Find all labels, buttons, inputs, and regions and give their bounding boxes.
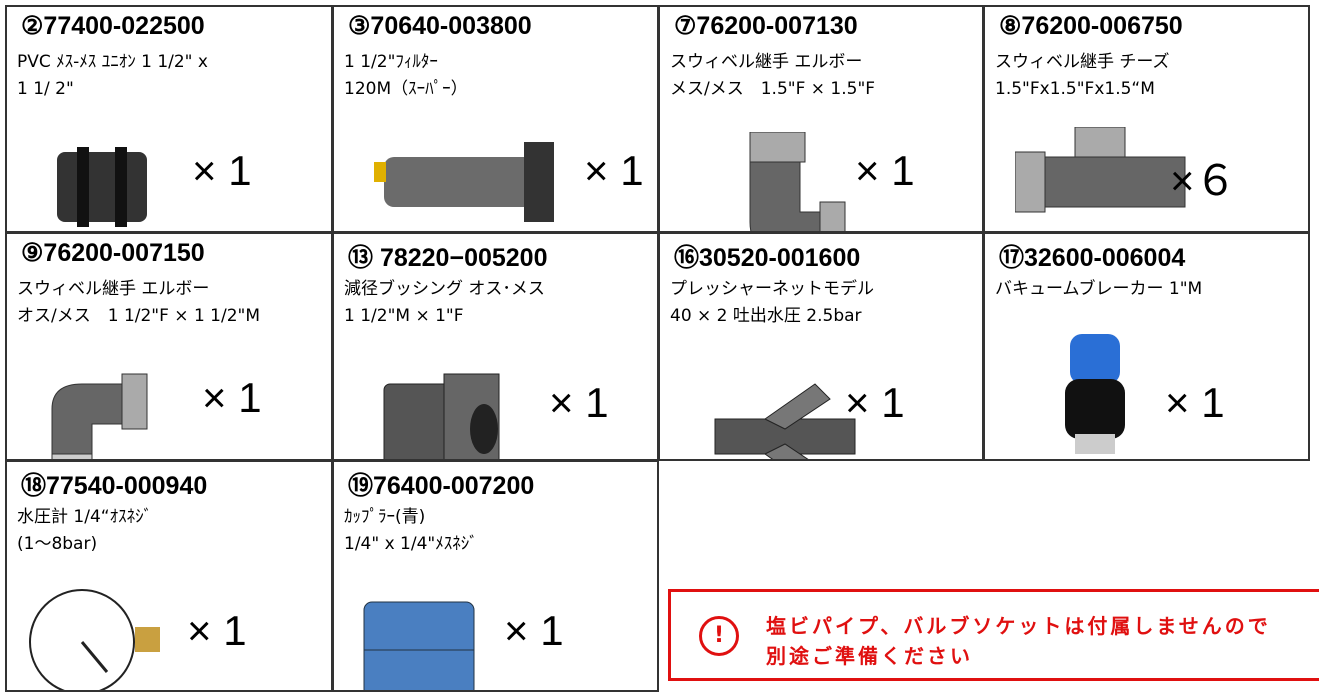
part-description: バキュームブレーカー 1"M [995, 276, 1202, 303]
notice: ! 塩ビパイプ、バルブソケットは付属しませんので 別途ご準備ください [668, 589, 1319, 681]
part-image [374, 142, 554, 222]
description-line: 1 1/2"ﾌｨﾙﾀｰ [344, 52, 438, 72]
item-card: ⑨76200-007150 スウィベル継手 エルボーオス/メス 1 1/2"F ×… [5, 232, 333, 461]
item-card: ⑱77540-000940 水圧計 1/4“ｵｽﾈｼﾞ (1～8bar) × 1 [5, 460, 333, 692]
quantity: ×６ [1170, 157, 1237, 204]
quantity: × 1 [855, 147, 915, 194]
part-image [714, 383, 856, 459]
item-card: ②77400-022500 PVC ﾒｽ-ﾒｽ ﾕﾆｵﾝ 1 1/2" x 1 1/… [5, 5, 333, 233]
part-description: PVC ﾒｽ-ﾒｽ ﾕﾆｵﾝ 1 1/2" x 1 1/ 2" [17, 49, 208, 103]
part-description: ｶｯﾌﾟﾗｰ(青) 1/4" x 1/4"ﾒｽﾈｼﾞ [344, 504, 478, 558]
description-line: 40 × 2 吐出水圧 2.5bar [670, 306, 862, 326]
part-number: ⑦76200-007130 [674, 12, 858, 40]
quantity: × 1 [187, 607, 247, 654]
item-card: ⑲76400-007200 ｶｯﾌﾟﾗｰ(青) 1/4" x 1/4"ﾒｽﾈｼﾞ × … [332, 460, 659, 692]
quantity: × 1 [202, 374, 262, 421]
item-card: ③70640-003800 1 1/2"ﾌｨﾙﾀｰ 120M（ｽｰﾊﾟｰ） × 1 [332, 5, 659, 233]
description-line: 120M（ｽｰﾊﾟｰ） [344, 79, 468, 99]
description-line: プレッシャーネットモデル [670, 279, 874, 299]
description-line: 水圧計 1/4“ｵｽﾈｼﾞ [17, 507, 153, 527]
quantity: × 1 [504, 607, 564, 654]
part-image [1015, 127, 1186, 213]
description-line: スウィベル継手 チーズ [995, 52, 1170, 72]
part-image [363, 601, 475, 690]
part-image [383, 373, 500, 459]
part-description: スウィベル継手 エルボー メス/メス 1.5"F × 1.5"F [670, 49, 875, 103]
part-image [29, 589, 160, 690]
notice-text: 塩ビパイプ、バルブソケットは付属しませんので [766, 614, 1271, 638]
part-description: 1 1/2"ﾌｨﾙﾀｰ 120M（ｽｰﾊﾟｰ） [344, 49, 468, 103]
part-image [51, 373, 148, 459]
quantity: × 1 [584, 147, 644, 194]
quantity: × 1 [192, 147, 252, 194]
description-line: バキュームブレーカー 1"M [995, 279, 1203, 299]
description-line: メス/メス 1.5"F × 1.5"F [670, 79, 876, 99]
description-line: 1/4" x 1/4"ﾒｽﾈｼﾞ [344, 534, 478, 554]
part-description: 減径ブッシング オス･メス 1 1/2"M × 1"F [344, 276, 545, 330]
item-card: ⑰32600-006004 バキュームブレーカー 1"M × 1 [983, 232, 1310, 461]
quantity: × 1 [549, 379, 609, 426]
part-number: ⑨76200-007150 [21, 239, 205, 267]
description-line: 1.5"Fx1.5"Fx1.5“M [995, 79, 1155, 99]
part-description: スウィベル継手 チーズ 1.5"Fx1.5"Fx1.5“M [995, 49, 1170, 103]
item-card: ⑦76200-007130 スウィベル継手 エルボー メス/メス 1.5"F × 1… [658, 5, 984, 233]
part-number: ⑲76400-007200 [348, 472, 535, 500]
description-line: 減径ブッシング オス･メス [344, 279, 545, 299]
part-number: ⑰32600-006004 [999, 244, 1186, 272]
item-card: ⑬ 78220−005200 減径ブッシング オス･メス 1 1/2"M × 1"F… [332, 232, 659, 461]
item-card: ⑯30520-001600 プレッシャーネットモデル 40 × 2 吐出水圧 2.5… [658, 232, 984, 461]
part-description: プレッシャーネットモデル 40 × 2 吐出水圧 2.5bar [670, 276, 874, 330]
description-line: ｶｯﾌﾟﾗｰ(青) [344, 507, 426, 527]
description-line: オス/メス 1 1/2"F × 1 1/2"M [17, 306, 261, 326]
notice-icon: ! [699, 616, 739, 656]
notice-text: 別途ご準備ください [766, 644, 973, 668]
part-number: ⑱77540-000940 [21, 472, 208, 500]
part-number: ③70640-003800 [348, 12, 532, 40]
part-image [57, 147, 147, 227]
part-image [749, 132, 846, 231]
part-number: ⑧76200-006750 [999, 12, 1183, 40]
item-card: ⑧76200-006750 スウィベル継手 チーズ 1.5"Fx1.5"Fx1.5“… [983, 5, 1310, 233]
part-image [1065, 334, 1125, 454]
description-line: スウィベル継手 エルボー [670, 52, 863, 72]
quantity: × 1 [845, 379, 905, 426]
description-line: 1 1/2"M × 1"F [344, 306, 464, 326]
description-line: 1 1/ 2" [17, 79, 74, 99]
part-number: ⑬ 78220−005200 [348, 244, 548, 272]
part-description: 水圧計 1/4“ｵｽﾈｼﾞ (1～8bar) [17, 504, 152, 558]
description-line: PVC ﾒｽ-ﾒｽ ﾕﾆｵﾝ 1 1/2" x [17, 52, 208, 72]
part-number: ②77400-022500 [21, 12, 205, 40]
part-number: ⑯30520-001600 [674, 244, 861, 272]
description-line: スウィベル継手 エルボー [17, 279, 210, 299]
description-line: (1～8bar) [17, 534, 98, 554]
part-description: スウィベル継手 エルボーオス/メス 1 1/2"F × 1 1/2"M [17, 276, 260, 330]
quantity: × 1 [1165, 379, 1225, 426]
